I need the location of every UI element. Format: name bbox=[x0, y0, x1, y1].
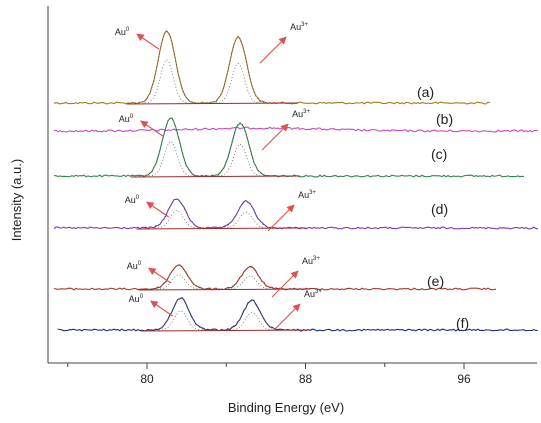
panel-label: (a) bbox=[417, 84, 434, 100]
species-label-au3: Au3+ bbox=[304, 289, 322, 299]
arrow-au3 bbox=[273, 303, 301, 331]
fit-component bbox=[214, 200, 279, 229]
fit-subcomponent bbox=[154, 210, 199, 229]
fit-baseline bbox=[130, 175, 301, 178]
arrow-au0 bbox=[146, 201, 170, 218]
species-label-au3: Au3+ bbox=[292, 109, 310, 119]
fit-subcomponent bbox=[218, 143, 263, 177]
data-line bbox=[53, 126, 539, 133]
series-d: Au0 Au3+ (d) bbox=[53, 190, 539, 232]
arrow-au0 bbox=[136, 33, 160, 50]
fit-baseline bbox=[138, 288, 311, 291]
arrow-au0 bbox=[148, 267, 172, 284]
arrow-au0 bbox=[150, 300, 173, 317]
species-label-au0: Au0 bbox=[125, 195, 140, 205]
fit-component bbox=[134, 30, 199, 104]
species-label-au3: Au3+ bbox=[298, 190, 316, 200]
arrow-au3 bbox=[267, 204, 295, 232]
arrow-au3 bbox=[261, 123, 289, 151]
fit-component bbox=[146, 264, 211, 290]
species-label-au0: Au0 bbox=[115, 27, 130, 37]
arrow-au0 bbox=[140, 120, 164, 137]
fit-component bbox=[208, 122, 273, 177]
panel-label: (e) bbox=[427, 273, 444, 289]
x-tick-label: 88 bbox=[299, 372, 313, 386]
series-f: Au0 Au3+ (f) bbox=[57, 289, 538, 332]
species-label-au3: Au3+ bbox=[290, 22, 308, 32]
panel-label: (f) bbox=[456, 315, 469, 331]
fit-baseline bbox=[126, 102, 299, 105]
species-label-au3: Au3+ bbox=[302, 256, 320, 266]
fit-subcomponent bbox=[158, 310, 203, 331]
panel-label: (d) bbox=[431, 201, 448, 217]
panel-label: (c) bbox=[431, 146, 447, 162]
fit-component bbox=[144, 198, 209, 229]
x-tick-label: 80 bbox=[140, 372, 154, 386]
fit-subcomponent bbox=[224, 211, 269, 229]
fit-baseline bbox=[140, 329, 313, 332]
fit-subcomponent bbox=[229, 311, 275, 331]
fit-subcomponent bbox=[216, 62, 261, 104]
series-a: Au0 Au3+ (a) bbox=[53, 22, 491, 105]
fit-subcomponent bbox=[148, 140, 193, 177]
fit-component bbox=[148, 297, 213, 331]
series-e: Au0 Au3+ (e) bbox=[53, 256, 497, 298]
species-label-au0: Au0 bbox=[119, 114, 134, 124]
fit-component bbox=[206, 36, 271, 104]
species-label-au0: Au0 bbox=[129, 294, 144, 304]
data-line bbox=[53, 264, 497, 291]
panel-label: (b) bbox=[436, 111, 453, 127]
fit-component bbox=[138, 117, 203, 177]
data-line bbox=[53, 198, 539, 230]
fit-subcomponent bbox=[227, 275, 273, 290]
x-tick-label: 96 bbox=[457, 372, 471, 386]
fit-component bbox=[219, 300, 285, 331]
species-label-au0: Au0 bbox=[127, 261, 142, 271]
series-b: (b) bbox=[53, 111, 539, 133]
x-axis-title: Binding Energy (eV) bbox=[228, 400, 344, 415]
fit-component bbox=[218, 266, 282, 290]
fit-subcomponent bbox=[156, 274, 201, 290]
fit-subcomponent bbox=[144, 59, 189, 104]
arrow-au3 bbox=[259, 36, 287, 64]
x-ticks: 80 88 96 bbox=[67, 363, 471, 386]
data-line bbox=[57, 297, 538, 332]
data-line bbox=[53, 117, 525, 178]
arrow-au3 bbox=[271, 270, 299, 298]
fit-baseline bbox=[136, 227, 307, 230]
series-c: Au0 Au3+ (c) bbox=[53, 109, 525, 178]
series-layer: Au0 Au3+ (a)(b) Au0 Au3+ (c) Au0 Au3+ (d) Au0 Au3+… bbox=[53, 22, 539, 332]
y-axis-title: Intensity (a.u.) bbox=[9, 159, 24, 241]
